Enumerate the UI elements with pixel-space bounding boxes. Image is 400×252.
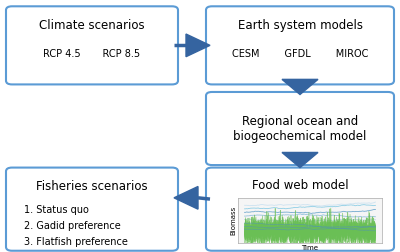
FancyBboxPatch shape <box>6 168 178 251</box>
FancyBboxPatch shape <box>206 6 394 84</box>
FancyBboxPatch shape <box>6 6 178 84</box>
FancyBboxPatch shape <box>206 168 394 251</box>
Text: Fisheries scenarios: Fisheries scenarios <box>36 180 148 193</box>
Polygon shape <box>282 152 318 168</box>
Polygon shape <box>174 186 198 209</box>
Polygon shape <box>282 79 318 94</box>
FancyBboxPatch shape <box>206 92 394 165</box>
Text: Regional ocean and
biogeochemical model: Regional ocean and biogeochemical model <box>233 114 367 143</box>
Polygon shape <box>186 34 210 57</box>
Text: Food web model: Food web model <box>252 179 348 192</box>
Text: Earth system models: Earth system models <box>238 19 362 32</box>
Text: Climate scenarios: Climate scenarios <box>39 19 145 32</box>
Text: CESM        GFDL        MIROC: CESM GFDL MIROC <box>232 49 368 59</box>
Text: RCP 4.5       RCP 8.5: RCP 4.5 RCP 8.5 <box>44 49 140 59</box>
Text: 1. Status quo
2. Gadid preference
3. Flatfish preference
4. No Fishing: 1. Status quo 2. Gadid preference 3. Fla… <box>24 205 128 252</box>
